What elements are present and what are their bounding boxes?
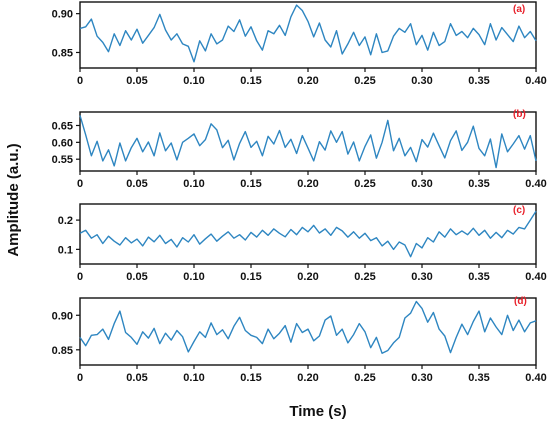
x-tick-label: 0.15 [240,271,261,283]
x-tick-label: 0.20 [297,372,318,384]
x-tick-label: 0.35 [468,372,489,384]
panel-label: (c) [513,205,525,216]
x-tick-label: 0.25 [354,372,375,384]
x-tick-label: 0.35 [468,271,489,283]
y-tick-label: 0.65 [52,120,73,132]
x-tick-label: 0 [77,372,83,384]
series-line [79,115,537,169]
series-line [79,210,537,258]
x-tick-label: 0.20 [297,271,318,283]
panel-label: (a) [513,4,525,15]
panel-d: 0.85 0.90 0 0.05 0.10 0.15 0.20 0.25 0.30 0.35 0.4… [52,296,547,384]
x-tick-label: 0.10 [183,271,204,283]
x-tick-label: 0 [77,271,83,283]
x-tick-label: 0 [77,178,83,190]
x-tick-label: 0.20 [297,75,318,87]
x-tick-label: 0 [77,75,83,87]
x-tick-label: 0.10 [183,372,204,384]
x-tick-label: 0.15 [240,372,261,384]
panel-c: 0.10.20 0.05 0.10 0.15 0.20 0.25 0.30 0.35 0.40(… [58,203,547,283]
x-tick-label: 0.10 [183,75,204,87]
y-tick-label: 0.85 [52,345,73,357]
panel-b: 0.55 0.60 0.65 0 0.05 0.10 0.15 0.20 0.25 0.30 0.3… [52,109,547,190]
x-tick-label: 0.30 [411,75,432,87]
x-tick-label: 0.05 [126,271,147,283]
plot-frame [79,297,537,366]
x-tick-label: 0.15 [240,75,261,87]
x-tick-label: 0.40 [525,75,546,87]
x-tick-label: 0.05 [126,178,147,190]
x-axis-title: Time (s) [289,403,346,420]
x-tick-label: 0.15 [240,178,261,190]
y-axis-title: Amplitude (a.u.) [5,143,22,256]
x-tick-label: 0.05 [126,372,147,384]
x-tick-label: 0.30 [411,178,432,190]
panel-a: 0.85 0.90 0 0.05 0.10 0.15 0.20 0.25 0.30 0.35 0.4… [52,1,547,87]
x-tick-label: 0.40 [525,178,546,190]
series-line [79,4,537,63]
x-tick-label: 0.35 [468,75,489,87]
y-tick-label: 0.90 [52,310,73,322]
x-tick-label: 0.40 [525,271,546,283]
x-tick-label: 0.25 [354,271,375,283]
x-tick-label: 0.30 [411,271,432,283]
y-tick-label: 0.2 [58,215,73,227]
x-tick-label: 0.10 [183,178,204,190]
y-tick-label: 0.85 [52,47,73,59]
x-tick-label: 0.20 [297,178,318,190]
x-tick-label: 0.40 [525,372,546,384]
x-tick-label: 0.05 [126,75,147,87]
x-tick-label: 0.25 [354,75,375,87]
y-tick-label: 0.90 [52,9,73,21]
x-tick-label: 0.25 [354,178,375,190]
y-tick-label: 0.55 [52,154,73,166]
panel-label: (b) [513,109,526,120]
x-tick-label: 0.30 [411,372,432,384]
series-line [79,300,537,354]
y-tick-label: 0.60 [52,137,73,149]
y-tick-label: 0.1 [58,244,73,256]
panel-label: (d) [514,296,527,307]
x-tick-label: 0.35 [468,178,489,190]
